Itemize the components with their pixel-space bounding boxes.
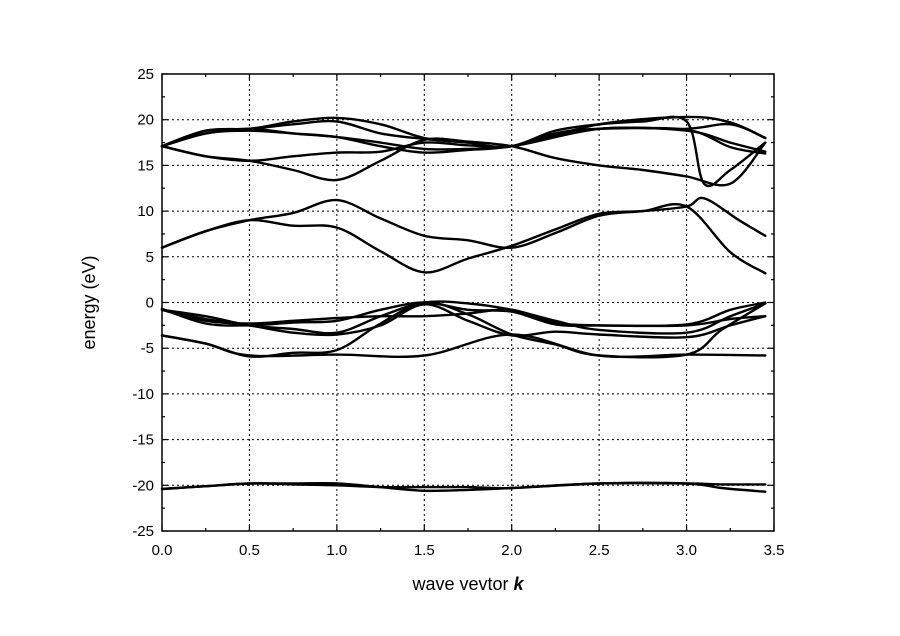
x-tick-label: 3.5 [764,542,785,559]
y-tick-label: -5 [141,340,154,357]
x-tick-label: 2.0 [501,542,522,559]
axis-ticks [161,73,775,532]
tick-labels: 0.0 0.5 1.0 1.5 2.0 2.5 3.0 3.5 25 20 15 10 5 0 -5 -10 -… [132,66,784,559]
band-line-10 [160,196,767,274]
x-tick-label: 2.5 [589,542,610,559]
x-tick-label: 1.5 [414,542,435,559]
y-tick-label: -10 [132,386,154,403]
band-line-15 [160,115,767,149]
x-axis-title-text: wave vevtor [411,574,508,594]
band-line-2 [160,481,767,491]
x-tick-label: 1.0 [326,542,347,559]
grid-lines [162,74,774,531]
y-tick-label: -20 [132,477,154,494]
y-tick-label: -15 [132,432,154,449]
band-line-5 [160,300,767,335]
x-axis-title: wave vevtor k [411,574,524,594]
y-tick-label: 0 [146,295,154,312]
band-line-4 [160,301,767,359]
band-line-8 [160,301,767,328]
y-axis-title: energy (eV) [79,255,99,349]
y-tick-label: 25 [137,66,154,83]
band-line-16 [160,126,767,155]
y-tick-label: 10 [137,203,154,220]
x-tick-label: 3.0 [676,542,697,559]
y-tick-label: 5 [146,249,154,266]
x-axis-title-variable: k [514,574,525,594]
band-line-9 [160,198,767,275]
x-tick-label: 0.0 [152,542,173,559]
x-tick-label: 0.5 [239,542,260,559]
y-tick-label: -25 [132,523,154,540]
y-tick-label: 20 [137,112,154,129]
band-lines [160,115,767,493]
y-tick-label: 15 [137,157,154,174]
